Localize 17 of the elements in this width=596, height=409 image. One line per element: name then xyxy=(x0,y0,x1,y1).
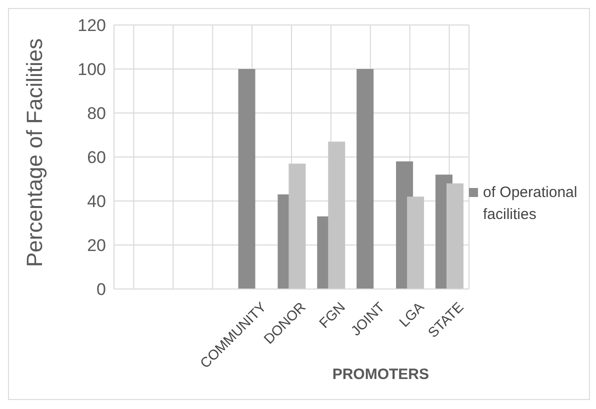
y-tick-label: 100 xyxy=(78,60,106,80)
x-axis-title: PROMOTERS xyxy=(332,366,429,383)
bar xyxy=(407,196,424,289)
bar xyxy=(238,69,256,289)
y-axis-title: Percentage of Facilities xyxy=(22,38,47,267)
y-tick-label: 20 xyxy=(87,236,106,256)
y-tick-label: 80 xyxy=(87,104,106,124)
y-tick-label: 60 xyxy=(87,148,106,168)
bar xyxy=(356,69,374,289)
y-tick-label: 120 xyxy=(78,16,106,36)
bar xyxy=(288,164,306,289)
y-tick-label: 0 xyxy=(96,280,106,300)
legend-label: of Operational facilities xyxy=(483,183,578,225)
x-tick-label: LGA xyxy=(396,298,428,330)
bar xyxy=(446,183,464,289)
y-tick-label: 40 xyxy=(87,192,106,212)
bar xyxy=(328,142,346,289)
